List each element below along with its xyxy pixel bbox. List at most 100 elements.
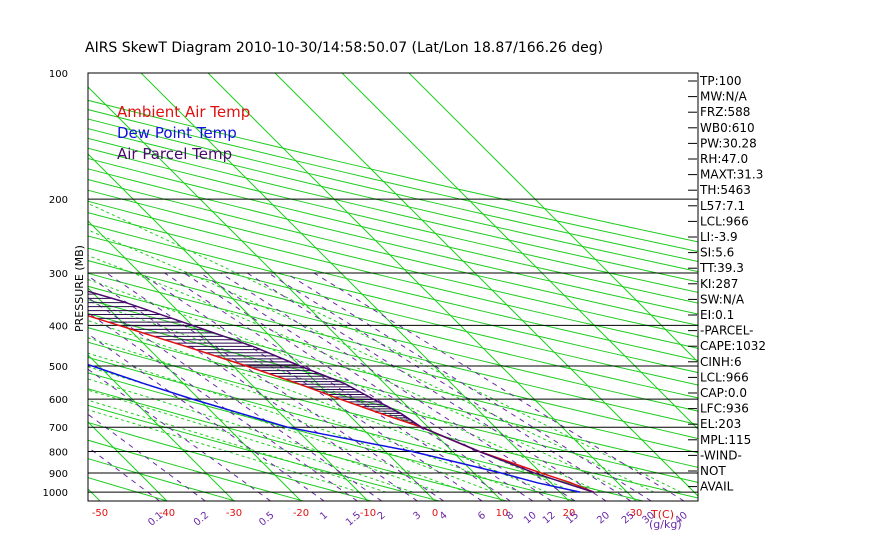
mixing-ratio-label: 10 xyxy=(522,510,539,527)
stability-index-item: RH:47.0 xyxy=(700,152,748,166)
dry-adiabat-line xyxy=(88,404,440,501)
bottom-temp-tick-label: 10 xyxy=(496,508,509,519)
dry-adiabat-line xyxy=(88,168,698,315)
moist-adiabat-line xyxy=(88,399,387,493)
moist-adiabat-line xyxy=(88,320,547,493)
mixing-ratio-label: 8 xyxy=(504,510,516,523)
legend-item-dewpoint: Dew Point Temp xyxy=(117,124,237,142)
dry-adiabat-line xyxy=(88,147,698,293)
pressure-tick-label: 200 xyxy=(49,195,68,206)
mixing-ratio-line xyxy=(106,272,444,501)
mixing-ratio-line xyxy=(268,272,631,501)
stability-index-item: LI:-3.9 xyxy=(700,230,738,244)
pressure-tick-label: 800 xyxy=(49,448,68,459)
isotherm-line xyxy=(88,354,235,501)
pressure-tick-label: 600 xyxy=(49,395,68,406)
dry-adiabat-line xyxy=(88,313,698,468)
dry-adiabat-line xyxy=(88,118,698,263)
pressure-tick-labels: 100 200 300 400 500 600 700 800 900 1000 xyxy=(43,69,68,499)
dry-adiabat-line xyxy=(88,247,698,399)
mixing-ratio-label: 1 xyxy=(318,510,330,523)
mixing-ratio-line xyxy=(88,275,418,501)
pressure-tick-label: 1000 xyxy=(43,488,68,499)
mixing-ratio-line xyxy=(88,446,160,501)
isotherm-line xyxy=(0,73,33,501)
isotherm-line xyxy=(140,73,570,501)
stability-index-item: MAXT:31.3 xyxy=(700,168,763,182)
dry-adiabat-line xyxy=(88,200,698,349)
mixing-ratio-label: 0.5 xyxy=(257,510,276,529)
bottom-temp-tick-label: -50 xyxy=(92,508,108,519)
stability-index-item: AVAIL xyxy=(700,480,734,494)
stability-index-item: MPL:115 xyxy=(700,433,751,447)
profile-layer xyxy=(88,290,594,493)
bottom-temp-tick-label: 30 xyxy=(630,508,643,519)
pressure-tick-label: 500 xyxy=(49,362,68,373)
moist-adiabat-line xyxy=(88,378,440,493)
bottom-temp-tick-label: -20 xyxy=(293,508,309,519)
mixing-ratio-label: 0.2 xyxy=(192,510,211,529)
dry-adiabat-line xyxy=(88,99,698,243)
mixing-ratio-line xyxy=(285,272,652,501)
dewpoint-line xyxy=(88,363,581,493)
isotherm-line xyxy=(207,73,637,501)
mixing-ratio-line xyxy=(313,272,685,501)
pressure-tick-label: 300 xyxy=(49,269,68,280)
moist-adiabat-line xyxy=(88,300,574,493)
dry-adiabat-line xyxy=(88,272,698,426)
mixing-ratio-label: 3 xyxy=(411,510,423,523)
mixing-ratio-line xyxy=(139,272,483,501)
stability-index-item: CAPE:1032 xyxy=(700,339,766,353)
dry-adiabat-line xyxy=(88,128,698,273)
dry-adiabat-line xyxy=(88,178,698,326)
stability-index-item: LCL:966 xyxy=(700,214,749,228)
ambient-temp-line xyxy=(88,314,594,493)
dry-adiabat-line xyxy=(88,421,372,501)
stability-index-item: TH:5463 xyxy=(699,183,751,197)
mixing-ratio-line xyxy=(246,272,607,501)
legend: Ambient Air Temp Dew Point Temp Air Parc… xyxy=(117,103,250,163)
mixing-ratio-label: 4 xyxy=(438,510,450,523)
dry-adiabat-line xyxy=(88,299,698,454)
pressure-tick-label: 900 xyxy=(49,469,68,480)
stability-index-item: EI:0.1 xyxy=(700,308,734,322)
moist-adiabat-line xyxy=(88,229,655,493)
plot-frame xyxy=(87,72,699,502)
bottom-temp-tick-label: -10 xyxy=(360,508,376,519)
isotherm-line xyxy=(88,287,302,501)
cape-hatch-layer xyxy=(88,293,421,427)
isotherm-line xyxy=(274,73,698,497)
pressure-tick-label: 400 xyxy=(49,321,68,332)
moist-adiabat-line xyxy=(88,202,681,493)
dry-adiabat-line xyxy=(88,137,698,283)
stability-index-item: KI:287 xyxy=(700,277,738,291)
dry-adiabat-line xyxy=(88,388,508,501)
mixing-ratio-label: 2 xyxy=(376,510,388,523)
stability-index-item: -WIND- xyxy=(700,448,742,462)
dry-adiabat-line xyxy=(88,212,698,361)
x-axis-unit: T(C) xyxy=(650,508,674,521)
stability-index-item: -PARCEL- xyxy=(700,324,754,338)
stability-index-item: MW:N/A xyxy=(700,90,748,104)
stability-index-item: NOT xyxy=(700,464,726,478)
bottom-temp-tick-label: -40 xyxy=(159,508,175,519)
mixing-ratio-line xyxy=(88,368,271,501)
dry-adiabat-line xyxy=(88,157,698,304)
legend-item-parcel: Air Parcel Temp xyxy=(117,145,232,163)
stability-index-item: EL:203 xyxy=(700,417,741,431)
pressure-tick-label: 700 xyxy=(49,423,68,434)
isotherm-line xyxy=(88,86,503,501)
stability-index-item: LFC:936 xyxy=(700,402,749,416)
bottom-temp-tick-label: -30 xyxy=(226,508,242,519)
chart-title: AIRS SkewT Diagram 2010-10-30/14:58:50.0… xyxy=(85,40,603,56)
stability-index-item: WB0:610 xyxy=(700,121,755,135)
dry-adiabat-line xyxy=(88,235,698,386)
dry-adiabat-line xyxy=(88,223,698,374)
bottom-temp-tick-label: 0 xyxy=(432,508,438,519)
stability-index-item: L57:7.1 xyxy=(700,199,745,213)
pressure-tick-label: 100 xyxy=(49,69,68,80)
stability-index-item: CAP:0.0 xyxy=(700,386,747,400)
dry-adiabat-line xyxy=(88,356,644,501)
